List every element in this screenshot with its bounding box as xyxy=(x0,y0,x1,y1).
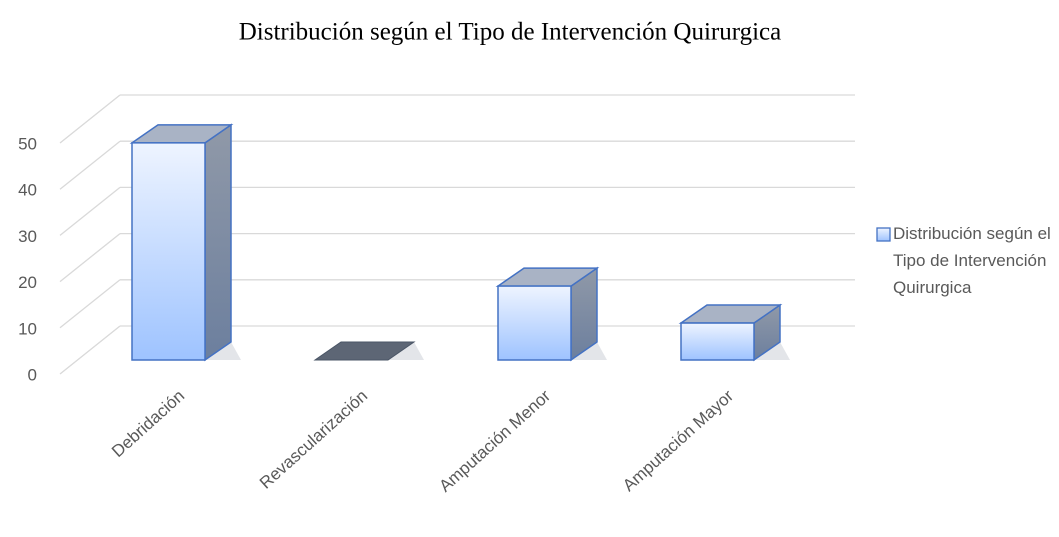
bar-side xyxy=(204,123,232,362)
chart-title: Distribución según el Tipo de Intervenci… xyxy=(239,19,782,46)
bar-top xyxy=(313,341,416,361)
y-tick-label: 10 xyxy=(18,319,37,338)
legend: Distribución según el Tipo de Intervenci… xyxy=(893,224,1051,297)
side-grid-line xyxy=(59,325,121,375)
side-grid-line xyxy=(59,186,121,236)
bar xyxy=(129,123,241,362)
side-grid-line xyxy=(59,279,121,329)
side-grid-line xyxy=(59,233,121,283)
y-tick-label: 50 xyxy=(18,134,37,153)
side-grid-line xyxy=(59,94,121,144)
y-tick-label: 40 xyxy=(18,181,37,200)
y-tick-label: 30 xyxy=(18,227,37,246)
bar xyxy=(678,303,790,362)
legend-swatch xyxy=(876,227,891,242)
side-grid-line xyxy=(59,140,121,190)
bar-front xyxy=(497,285,572,361)
y-tick-label: 20 xyxy=(18,273,37,292)
x-tick-label: Debridación xyxy=(108,386,188,461)
bar-front xyxy=(131,142,206,361)
bar xyxy=(495,266,607,362)
y-tick-label: 0 xyxy=(28,365,37,384)
x-tick-label: Amputación Mayor xyxy=(619,386,737,495)
bar xyxy=(313,341,424,361)
x-tick-label: Amputación Menor xyxy=(435,386,554,496)
legend-label: Distribución según el Tipo de Intervenci… xyxy=(893,224,1051,297)
x-tick-label: Revascularización xyxy=(256,386,371,492)
bar-front xyxy=(680,322,755,361)
